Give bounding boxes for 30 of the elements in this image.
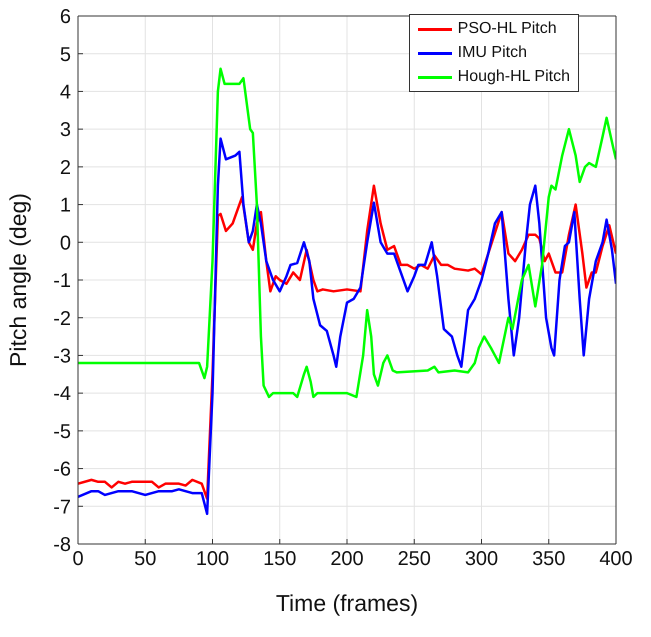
legend-label: PSO-HL Pitch: [458, 19, 557, 39]
y-tick-label: 6: [60, 6, 71, 28]
legend-label: Hough-HL Pitch: [458, 67, 570, 87]
y-tick-label: 0: [60, 232, 71, 254]
x-axis-title: Time (frames): [276, 590, 418, 616]
line-series: [78, 137, 616, 516]
y-tick-label: 3: [60, 119, 71, 142]
y-tick-label: -3: [53, 346, 71, 368]
y-tick-label: 2: [60, 156, 71, 179]
y-tick-label: -7: [53, 496, 71, 518]
x-tick-label: 300: [464, 548, 498, 570]
y-tick-label: -8: [53, 534, 71, 556]
y-tick-label: -4: [53, 383, 71, 406]
x-tick-label: 200: [330, 548, 364, 570]
line-series: [78, 68, 616, 398]
x-tick-label: 150: [263, 548, 296, 570]
y-tick-label: -5: [53, 420, 71, 443]
x-tick-label: 350: [532, 548, 566, 570]
y-tick-label: 5: [60, 44, 71, 66]
x-tick-label: 250: [398, 548, 431, 570]
x-tick-label: 400: [599, 548, 633, 570]
x-tick-label: 50: [134, 548, 156, 570]
y-tick-label: 4: [60, 82, 71, 104]
y-tick-label: 1: [60, 194, 71, 217]
y-tick-label: -6: [53, 458, 71, 481]
y-tick-label: -1: [53, 270, 71, 292]
y-axis-title: Pitch angle (deg): [5, 193, 32, 367]
legend-label: IMU Pitch: [458, 43, 527, 63]
y-tick-label: -2: [53, 308, 71, 330]
x-tick-label: 100: [196, 548, 230, 570]
